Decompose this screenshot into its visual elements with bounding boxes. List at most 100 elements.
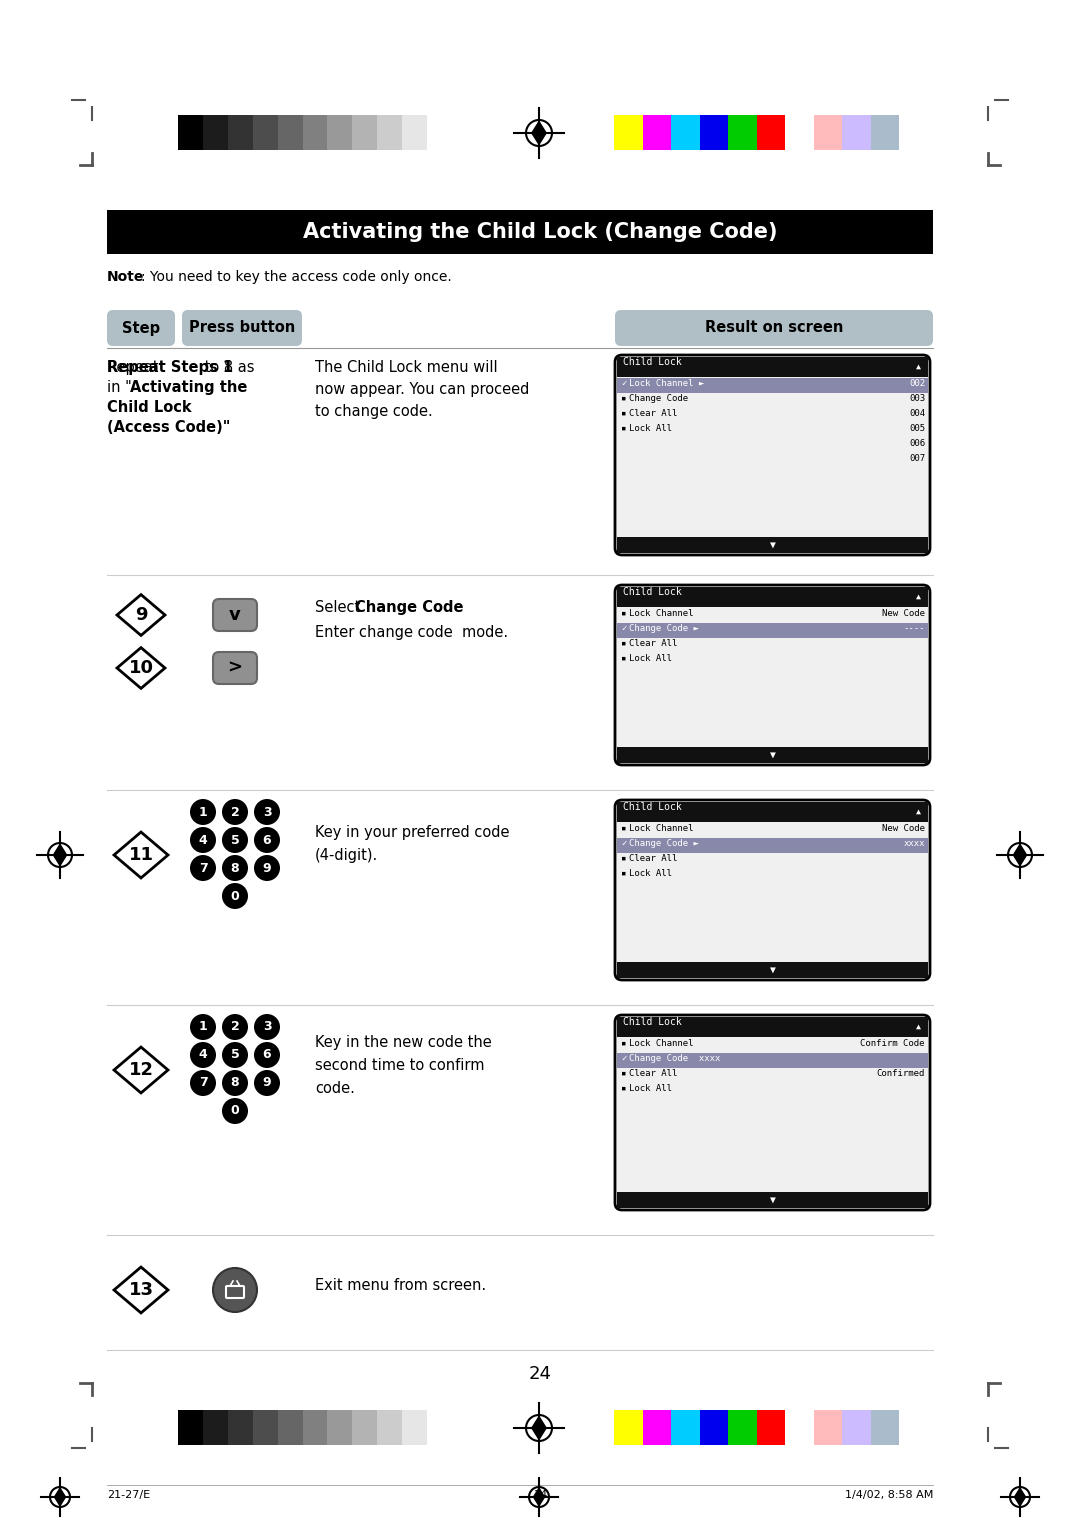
Text: 11: 11 xyxy=(129,847,153,863)
Bar xyxy=(402,1410,427,1445)
Text: 7: 7 xyxy=(199,1077,207,1089)
Bar xyxy=(228,115,253,150)
Bar xyxy=(302,1410,327,1445)
Bar xyxy=(617,358,928,377)
Polygon shape xyxy=(531,122,546,145)
Text: 002: 002 xyxy=(909,379,924,388)
Text: in ": in " xyxy=(107,380,132,396)
Bar xyxy=(617,377,928,393)
Bar xyxy=(178,115,203,150)
Bar xyxy=(228,1410,253,1445)
Text: 005: 005 xyxy=(909,423,924,432)
Bar xyxy=(700,1410,728,1445)
Bar xyxy=(643,115,671,150)
Text: The Child Lock menu will: The Child Lock menu will xyxy=(315,361,498,374)
Text: 2: 2 xyxy=(231,805,240,819)
Text: Lock All: Lock All xyxy=(629,423,672,432)
Polygon shape xyxy=(1013,845,1027,865)
Circle shape xyxy=(222,1070,248,1096)
Text: 4: 4 xyxy=(199,1048,207,1062)
Text: 12: 12 xyxy=(129,1060,153,1079)
Bar xyxy=(870,1410,899,1445)
Text: Activating the Child Lock (Change Code): Activating the Child Lock (Change Code) xyxy=(302,222,778,241)
Text: 3: 3 xyxy=(262,1021,271,1033)
Polygon shape xyxy=(117,594,165,636)
Text: Clear All: Clear All xyxy=(629,639,677,648)
Text: 9: 9 xyxy=(262,1077,271,1089)
Circle shape xyxy=(190,1070,216,1096)
Bar xyxy=(278,1410,302,1445)
Text: Lock Channel: Lock Channel xyxy=(629,1039,693,1048)
Circle shape xyxy=(254,1042,280,1068)
Text: Child Lock: Child Lock xyxy=(623,358,681,367)
Text: ▪: ▪ xyxy=(621,639,626,648)
Text: ▼: ▼ xyxy=(770,539,775,550)
FancyBboxPatch shape xyxy=(615,801,930,979)
Text: 8: 8 xyxy=(231,1077,240,1089)
Text: ✓: ✓ xyxy=(621,623,626,633)
Bar xyxy=(615,115,643,150)
Text: Change Code  xxxx: Change Code xxxx xyxy=(629,1054,720,1063)
Text: Child Lock: Child Lock xyxy=(623,1018,681,1027)
Circle shape xyxy=(254,799,280,825)
Text: Note: Note xyxy=(107,270,145,284)
Text: v: v xyxy=(229,607,241,623)
Bar xyxy=(377,115,402,150)
Circle shape xyxy=(190,1042,216,1068)
Circle shape xyxy=(254,827,280,853)
Text: Repeat Steps 1: Repeat Steps 1 xyxy=(107,361,233,374)
Text: Select: Select xyxy=(315,601,365,614)
FancyBboxPatch shape xyxy=(615,585,930,766)
Bar xyxy=(617,1018,928,1038)
Text: Child Lock: Child Lock xyxy=(623,587,681,597)
Text: ▲: ▲ xyxy=(916,591,920,601)
Bar xyxy=(203,115,228,150)
Text: 21-27/E: 21-27/E xyxy=(107,1490,150,1500)
Text: 1: 1 xyxy=(199,805,207,819)
Text: ▪: ▪ xyxy=(621,610,626,617)
Text: 5: 5 xyxy=(231,1048,240,1062)
Circle shape xyxy=(190,856,216,882)
Text: ▪: ▪ xyxy=(621,394,626,403)
Text: 4: 4 xyxy=(199,833,207,847)
Circle shape xyxy=(190,1015,216,1041)
Text: Clear All: Clear All xyxy=(629,854,677,863)
Polygon shape xyxy=(534,1488,544,1505)
Bar xyxy=(870,115,899,150)
Bar xyxy=(352,115,377,150)
Text: Enter change code  mode.: Enter change code mode. xyxy=(315,625,508,640)
Circle shape xyxy=(254,1015,280,1041)
Bar xyxy=(728,1410,756,1445)
Text: 007: 007 xyxy=(909,454,924,463)
Text: ▲: ▲ xyxy=(916,807,920,816)
Text: 10: 10 xyxy=(129,659,153,677)
Text: now appear. You can proceed: now appear. You can proceed xyxy=(315,382,529,397)
Bar xyxy=(617,587,928,607)
Text: >: > xyxy=(228,659,243,677)
Bar xyxy=(617,837,928,853)
Circle shape xyxy=(222,827,248,853)
Text: 004: 004 xyxy=(909,410,924,419)
Text: 003: 003 xyxy=(909,394,924,403)
Text: xxxx: xxxx xyxy=(904,839,924,848)
Bar xyxy=(253,115,278,150)
Bar xyxy=(427,115,453,150)
Text: 006: 006 xyxy=(909,439,924,448)
Circle shape xyxy=(222,799,248,825)
FancyBboxPatch shape xyxy=(615,310,933,345)
Text: 13: 13 xyxy=(129,1280,153,1299)
Text: ▪: ▪ xyxy=(621,854,626,863)
Text: Change Code ►: Change Code ► xyxy=(629,623,699,633)
Text: 8: 8 xyxy=(231,862,240,874)
Text: Clear All: Clear All xyxy=(629,1070,677,1077)
Bar xyxy=(278,115,302,150)
Polygon shape xyxy=(53,845,67,865)
Bar xyxy=(785,115,813,150)
Text: ▲: ▲ xyxy=(916,1022,920,1030)
Text: Lock All: Lock All xyxy=(629,1083,672,1093)
Text: (4-digit).: (4-digit). xyxy=(315,848,378,863)
Text: 6: 6 xyxy=(262,833,271,847)
Bar xyxy=(617,623,928,639)
Text: ▪: ▪ xyxy=(621,410,626,419)
Bar xyxy=(617,802,928,822)
